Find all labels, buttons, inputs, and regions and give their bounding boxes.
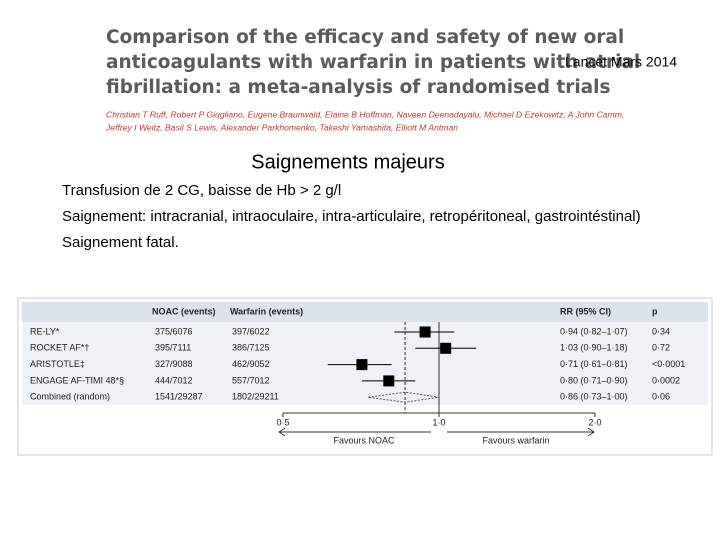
- noac-events: 327/9088: [155, 359, 193, 369]
- warfarin-events: 1802/29211: [232, 392, 279, 402]
- study-label: ENGAGE AF-TIMI 48*§: [30, 375, 124, 385]
- p-value: 0·72: [652, 343, 670, 353]
- authors: Christian T Ruff, Robert P Giugliano, Eu…: [106, 109, 624, 119]
- arrow-head: [278, 427, 286, 437]
- estimate-square: [419, 326, 431, 338]
- warfarin-events: 397/6022: [232, 326, 270, 336]
- arrow-head: [587, 427, 595, 437]
- authors: Jeffrey I Weitz, Basil S Lewis, Alexande…: [105, 122, 458, 132]
- study-label: Combined (random): [30, 392, 110, 402]
- warfarin-events: 462/9052: [232, 359, 270, 369]
- p-value: <0·0001: [652, 359, 685, 369]
- rr-label: 0·71 (0·61–0·81): [560, 359, 628, 369]
- rr-label: 0·86 (0·73–1·00): [560, 392, 628, 402]
- estimate-square: [356, 359, 368, 371]
- estimate-square: [440, 342, 452, 354]
- annotation: Favours warfarin: [482, 435, 549, 445]
- estimate-square: [383, 375, 395, 387]
- x-tick-label: 0·5: [276, 417, 289, 427]
- citation: Lancet Mars 2014: [565, 54, 677, 70]
- noac-events: 1541/29287: [155, 392, 203, 402]
- column-header: Warfarin (events): [230, 306, 303, 316]
- warfarin-events: 386/7125: [232, 343, 270, 353]
- x-tick-label: 2·0: [588, 417, 601, 427]
- column-header: p: [652, 306, 658, 316]
- noac-events: 375/6076: [155, 326, 193, 336]
- p-value: 0·34: [652, 326, 670, 336]
- study-label: RE-LY*: [30, 326, 60, 336]
- noac-events: 395/7111: [155, 343, 191, 353]
- header-band: [22, 302, 708, 322]
- paper-title: anticoagulants with warfarin in patients…: [106, 52, 640, 73]
- heading: Saignements majeurs: [251, 151, 444, 173]
- text-line: Saignement: intracranial, intraoculaire,…: [62, 208, 641, 225]
- column-header: RR (95% CI): [560, 306, 611, 316]
- rr-label: 0·80 (0·71–0·90): [560, 375, 628, 385]
- p-value: 0·06: [652, 392, 670, 402]
- forest-plot: NOAC (events) Warfarin (events) RR (95% CI…: [17, 297, 713, 456]
- column-header: NOAC (events): [152, 306, 216, 316]
- text-line: Saignement fatal.: [62, 234, 179, 251]
- summary-diamond: [368, 391, 440, 403]
- study-label: ROCKET AF*†: [30, 343, 89, 353]
- rr-label: 1·03 (0·90–1·18): [560, 343, 628, 353]
- study-label: ARISTOTLE‡: [30, 359, 85, 369]
- warfarin-events: 557/7012: [232, 375, 270, 385]
- annotation: Favours NOAC: [333, 435, 395, 445]
- paper-title: fibrillation: a meta-analysis of randomi…: [106, 77, 611, 98]
- rr-label: 0·94 (0·82–1·07): [560, 326, 628, 336]
- p-value: 0·0002: [652, 375, 680, 385]
- text-line: Transfusion de 2 CG, baisse de Hb > 2 g/…: [62, 182, 341, 199]
- x-tick-label: 1·0: [432, 417, 445, 427]
- noac-events: 444/7012: [155, 375, 193, 385]
- paper-title: Comparison of the efficacy and safety of…: [106, 27, 624, 48]
